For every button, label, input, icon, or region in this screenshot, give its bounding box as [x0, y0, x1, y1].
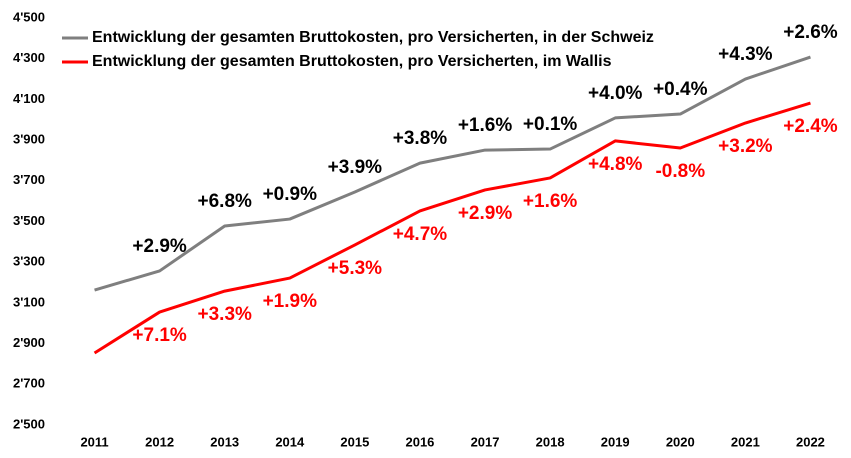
legend-label: Entwicklung der gesamten Bruttokosten, p…	[92, 29, 654, 46]
change-label: +1.6%	[523, 191, 578, 212]
change-label: +4.3%	[718, 44, 773, 65]
x-tick-label: 2015	[340, 434, 369, 449]
y-tick-label: 2'500	[13, 416, 45, 431]
y-tick-label: 3'700	[13, 172, 45, 187]
x-tick-label: 2020	[666, 434, 695, 449]
change-label: +2.6%	[783, 22, 838, 43]
change-label: +3.9%	[328, 157, 383, 178]
y-tick-label: 4'300	[13, 50, 45, 65]
x-tick-label: 2014	[275, 434, 305, 449]
change-label: +3.3%	[198, 304, 253, 325]
x-tick-label: 2016	[405, 434, 434, 449]
y-tick-label: 4'500	[13, 9, 45, 24]
y-tick-label: 4'100	[13, 91, 45, 106]
y-tick-label: 3'500	[13, 213, 45, 228]
x-tick-label: 2021	[731, 434, 760, 449]
change-label: +6.8%	[198, 191, 253, 212]
change-label: +1.9%	[263, 291, 318, 312]
y-tick-label: 3'900	[13, 132, 45, 147]
change-label: +2.4%	[783, 116, 838, 137]
change-label: +2.9%	[132, 236, 187, 257]
change-label: +3.2%	[718, 136, 773, 157]
change-label: +0.9%	[263, 184, 318, 205]
change-label: +2.9%	[458, 203, 513, 224]
x-tick-label: 2018	[536, 434, 565, 449]
series-line	[94, 55, 811, 292]
x-tick-label: 2013	[210, 434, 239, 449]
x-tick-label: 2011	[80, 434, 108, 449]
x-tick-label: 2022	[796, 434, 825, 449]
change-label: +4.7%	[393, 224, 448, 245]
change-label: +3.8%	[393, 128, 448, 149]
y-tick-label: 2'700	[13, 376, 45, 391]
legend-label: Entwicklung der gesamten Bruttokosten, p…	[92, 53, 612, 70]
change-label: +0.4%	[653, 79, 708, 100]
change-label: +4.8%	[588, 154, 643, 175]
y-tick-label: 2'900	[13, 335, 45, 350]
change-label: -0.8%	[655, 161, 705, 182]
change-label: +1.6%	[458, 115, 513, 136]
change-label: +4.0%	[588, 83, 643, 104]
change-label: +5.3%	[328, 258, 383, 279]
y-tick-label: 3'300	[13, 254, 45, 269]
x-tick-label: 2019	[601, 434, 630, 449]
series-line	[93, 101, 811, 355]
x-tick-label: 2017	[471, 434, 500, 449]
change-label: +0.1%	[523, 114, 578, 135]
change-label: +7.1%	[132, 325, 187, 346]
y-tick-label: 3'100	[13, 294, 45, 309]
x-tick-label: 2012	[145, 434, 174, 449]
